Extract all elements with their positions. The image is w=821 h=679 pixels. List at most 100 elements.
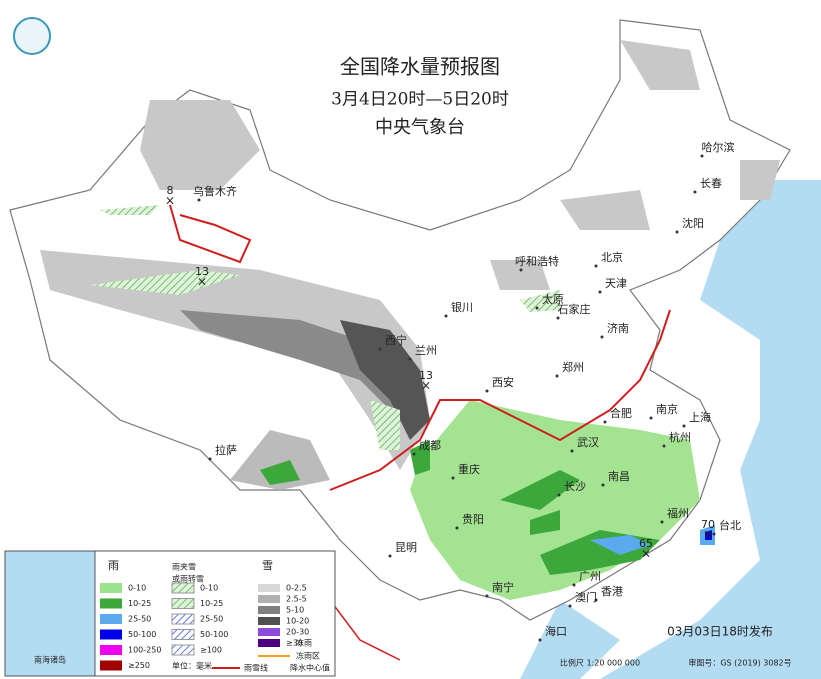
city-label: 拉萨 <box>215 443 237 457</box>
legend-label: 雨雪线 <box>244 663 268 673</box>
center-value: 70 <box>701 518 715 531</box>
city-dot <box>594 598 598 602</box>
city-label: 台北 <box>719 518 741 532</box>
legend-label: 50-100 <box>200 630 228 639</box>
city-dot <box>412 452 416 456</box>
snow-light <box>230 430 330 490</box>
legend-label: 冻雨 <box>296 638 312 648</box>
city-dot <box>197 198 201 202</box>
legend-title: 雨夹雪 <box>172 562 196 572</box>
city-dot <box>538 638 542 642</box>
legend-swatch <box>171 629 195 640</box>
scale: 比例尺 1:20 000 000 <box>560 658 640 668</box>
issuer: 中央气象台 <box>375 117 465 138</box>
issued-time: 03月03日18时发布 <box>667 624 773 639</box>
city-label: 南昌 <box>608 470 630 483</box>
center-mark: × <box>641 547 651 561</box>
snow-heavy <box>340 320 430 440</box>
legend-swatch <box>171 613 195 625</box>
legend-swatch <box>100 645 122 655</box>
city-dot <box>557 493 561 497</box>
legend-label: 0-10 <box>200 584 218 593</box>
city-dot <box>675 230 679 234</box>
legend-label: 20-30 <box>286 628 309 637</box>
legend-swatch <box>100 614 122 624</box>
city-dot <box>556 316 560 320</box>
city-dot <box>649 416 653 420</box>
city-label: 武汉 <box>577 436 599 449</box>
legend-swatch <box>258 617 280 625</box>
city-dot <box>455 526 459 530</box>
city-dot <box>682 424 686 428</box>
legend-frame <box>94 550 336 677</box>
legend-title: 雪 <box>262 559 273 572</box>
city-dot <box>485 389 489 393</box>
city-label: 福州 <box>667 506 689 520</box>
legend-title: 雨 <box>108 559 119 572</box>
inset-label: 南海诸岛 <box>34 655 66 665</box>
city-label: 南京 <box>656 402 678 416</box>
city-dot <box>693 190 697 194</box>
city-dot <box>660 520 664 524</box>
legend-swatch <box>258 595 280 603</box>
city-label: 上海 <box>689 410 711 424</box>
city-dot <box>603 420 607 424</box>
center-mark: × <box>165 194 175 208</box>
city-label: 沈阳 <box>682 216 704 230</box>
city-dot <box>444 314 448 318</box>
city-dot <box>700 154 704 158</box>
city-label: 长春 <box>700 177 722 190</box>
snow-light <box>140 40 780 290</box>
city-dot <box>662 444 666 448</box>
legend-swatch <box>258 639 280 647</box>
legend-label: 0-2.5 <box>286 584 307 593</box>
subtitle: 3月4日20时—5日20时 <box>331 90 509 110</box>
center-value: 13 <box>419 369 433 382</box>
legend-title: 或雨转雪 <box>172 574 204 584</box>
city-label: 合肥 <box>610 406 632 420</box>
city-label: 香港 <box>601 585 623 598</box>
city-dot <box>572 583 576 587</box>
legend-swatch <box>100 598 122 609</box>
city-label: 郑州 <box>562 360 584 374</box>
legend-label: ≥100 <box>200 646 222 655</box>
inset-frame <box>4 550 96 677</box>
city-dot <box>485 594 489 598</box>
city-label: 天津 <box>605 277 627 290</box>
legend-label: 25-50 <box>200 615 223 624</box>
legend-swatch <box>258 584 280 592</box>
city-dot <box>600 335 604 339</box>
city-dot <box>451 476 455 480</box>
rain-heavy <box>590 525 715 555</box>
title: 全国降水量预报图 <box>340 55 500 79</box>
legend: 雨0-1010-2525-5050-100100-250≥250雨夹雪或雨转雪0… <box>100 559 330 673</box>
city-label: 广州 <box>579 570 601 583</box>
city-label: 重庆 <box>458 462 480 476</box>
city-dot <box>555 374 559 378</box>
city-label: 澳门 <box>575 590 597 604</box>
review-number: 审图号：GS (2019) 3082号 <box>688 658 791 668</box>
city-label: 海口 <box>545 624 567 638</box>
city-label: 北京 <box>601 250 623 264</box>
legend-label: 50-100 <box>128 630 156 639</box>
legend-swatch <box>171 644 195 656</box>
rain-moderate <box>260 440 660 575</box>
legend-label: 2.5-5 <box>286 595 307 604</box>
city-dot <box>712 532 716 536</box>
legend-swatch <box>100 629 122 640</box>
legend-swatch <box>258 628 280 636</box>
rain-snow-line <box>329 309 671 491</box>
city-dot <box>594 264 598 268</box>
rain-storm <box>705 530 712 540</box>
legend-label: 5-10 <box>286 606 304 615</box>
legend-swatch <box>100 583 122 593</box>
city-label: 昆明 <box>395 541 417 554</box>
city-label: 南宁 <box>492 580 514 594</box>
center-mark: × <box>197 275 207 289</box>
legend-label: 25-50 <box>128 615 151 624</box>
city-label: 长沙 <box>564 480 586 493</box>
city-label: 贵阳 <box>462 513 484 526</box>
legend-label: ≥30 <box>286 639 303 648</box>
snow-light <box>40 250 430 470</box>
